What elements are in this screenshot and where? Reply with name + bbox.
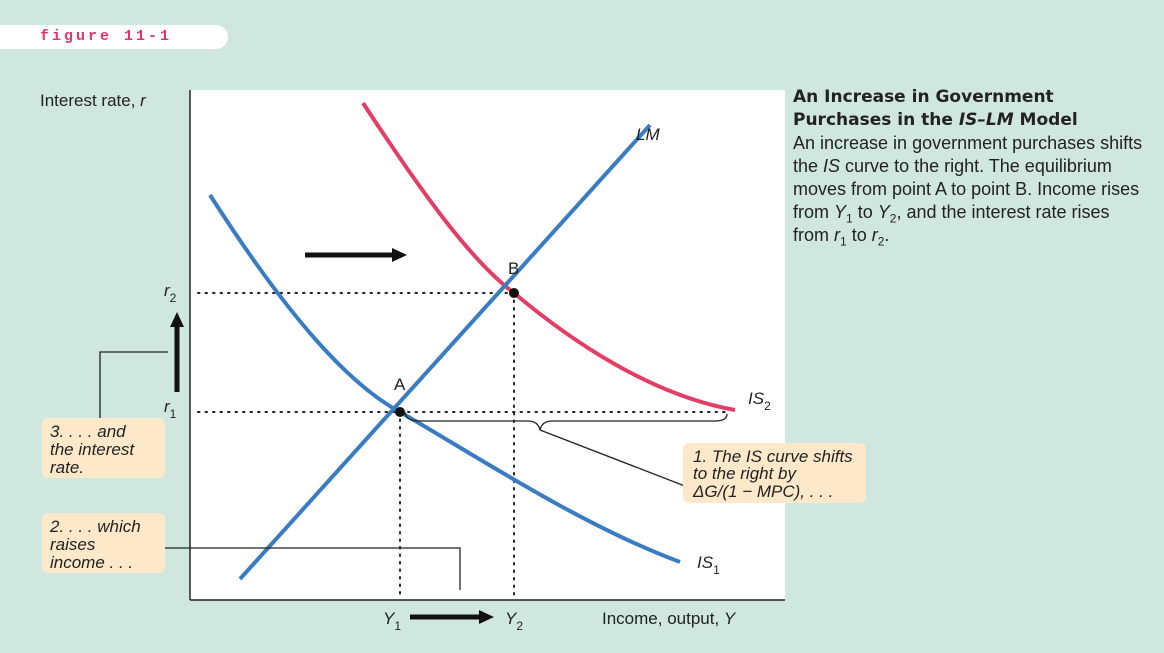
caption-text: 1 <box>846 211 853 226</box>
y2-sub: 2 <box>516 619 523 633</box>
point-a <box>395 407 405 417</box>
r2-label: r2 <box>164 281 177 305</box>
caption-text: , and the interest rate rises from <box>793 202 1110 245</box>
is2-label: IS2 <box>748 389 771 413</box>
caption: An Increase in Government Purchases in t… <box>793 86 1148 249</box>
caption-text: An increase in government purchases shif… <box>793 133 1143 176</box>
callout-leader <box>99 351 168 418</box>
callout-box <box>42 513 165 573</box>
y-axis-label-var: r <box>140 91 147 110</box>
y-arrow-head <box>479 610 494 624</box>
y-axis-label-text: Interest rate, <box>40 91 140 110</box>
caption-text: 2 <box>889 211 897 226</box>
callout-line: 3. . . . and <box>50 422 126 441</box>
caption-body: An increase in government purchases shif… <box>793 132 1148 249</box>
caption-text: to <box>846 225 872 245</box>
callout-line: 2. . . . which <box>49 517 141 536</box>
callout-line: raises <box>50 535 96 554</box>
caption-text: curve to the right. The equilibrium move… <box>793 156 1140 222</box>
caption-text: Y <box>877 202 890 222</box>
caption-title: An Increase in Government Purchases in t… <box>793 86 1148 132</box>
lm-label: LM <box>636 125 660 144</box>
caption-title-part: An Increase in Government Purchases in t… <box>793 87 1054 130</box>
x-axis-label: Income, output, Y <box>602 609 737 628</box>
r2-sub: 2 <box>170 291 177 305</box>
guides <box>197 292 731 597</box>
y-axis-label: Interest rate, r <box>40 91 147 110</box>
r2-main: r <box>164 281 171 300</box>
callout-1: 1. The IS curve shifts to the right by Δ… <box>692 447 853 501</box>
is1-label: IS1 <box>697 553 720 577</box>
figure-label: figure 11-1 <box>0 25 228 49</box>
caption-text: IS <box>823 156 841 176</box>
callout-line: income . . . <box>50 553 133 572</box>
y1-sub: 1 <box>394 619 401 633</box>
is2-sub: 2 <box>764 399 771 413</box>
is1-main: IS <box>697 553 714 572</box>
r1-sub: 1 <box>170 407 177 421</box>
is2-main: IS <box>748 389 765 408</box>
point-b-label: B <box>508 259 519 278</box>
is1-sub: 1 <box>713 563 720 577</box>
caption-text: 1 <box>840 234 847 249</box>
x-axis-label-var: Y <box>724 609 737 628</box>
caption-title-part: IS–LM <box>958 110 1014 130</box>
point-a-label: A <box>394 375 406 394</box>
y2-main: Y <box>505 609 518 628</box>
caption-title-part: Model <box>1013 110 1078 130</box>
shift-arrow-head <box>392 248 407 262</box>
caption-text: . <box>884 225 890 245</box>
callout-3: 3. . . . and the interest rate. <box>50 422 135 477</box>
x-axis-label-text: Income, output, <box>602 609 724 628</box>
r1-main: r <box>164 397 171 416</box>
callout-line: to the right by <box>693 464 798 483</box>
r-arrow-head <box>170 312 184 327</box>
y1-label: Y1 <box>383 609 401 633</box>
y1-main: Y <box>383 609 396 628</box>
callout-line: ΔG/(1 − MPC), . . . <box>692 482 833 501</box>
callout-line: 1. The IS curve shifts <box>693 447 853 466</box>
callout-line: the interest <box>50 440 135 459</box>
callout-leader <box>539 429 691 489</box>
r1-label: r1 <box>164 397 177 421</box>
callout-2: 2. . . . which raises income . . . <box>49 517 141 572</box>
caption-text: Y <box>834 202 847 222</box>
caption-text: r <box>871 225 878 245</box>
callout-box <box>683 443 866 503</box>
caption-text: r <box>834 225 841 245</box>
callout-leader <box>165 547 461 590</box>
callout-box <box>42 418 165 478</box>
caption-text: to <box>852 202 878 222</box>
point-b <box>509 288 519 298</box>
callout-line: rate. <box>50 458 84 477</box>
y2-label: Y2 <box>505 609 523 633</box>
plot-area <box>190 90 785 600</box>
lm-curve <box>238 123 652 581</box>
caption-text: 2 <box>877 234 885 249</box>
